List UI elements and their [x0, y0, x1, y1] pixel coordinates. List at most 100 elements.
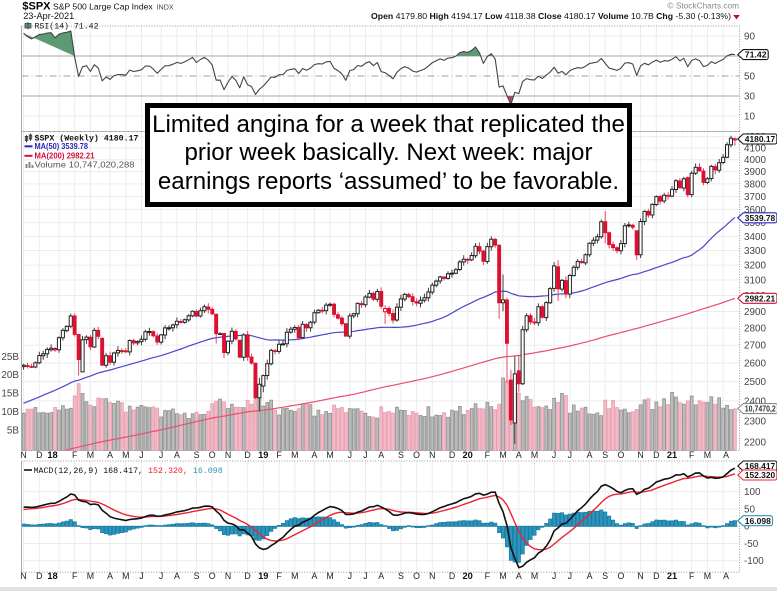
- svg-text:100: 100: [744, 487, 761, 498]
- svg-text:S: S: [398, 571, 404, 581]
- svg-text:F: F: [276, 450, 282, 460]
- svg-text:J: J: [139, 571, 143, 581]
- svg-text:O: O: [617, 571, 624, 581]
- svg-text:2300: 2300: [744, 416, 766, 427]
- svg-text:M: M: [531, 450, 538, 460]
- svg-text:4000: 4000: [744, 155, 766, 166]
- svg-text:N: N: [20, 571, 26, 581]
- svg-text:4100: 4100: [744, 143, 766, 154]
- svg-text:A: A: [311, 450, 317, 460]
- svg-text:A: A: [174, 571, 180, 581]
- svg-text:M: M: [531, 571, 538, 581]
- svg-text:2900: 2900: [744, 307, 766, 318]
- svg-text:N: N: [20, 450, 26, 460]
- svg-text:Volume 10,747,020,288: Volume 10,747,020,288: [35, 160, 135, 170]
- svg-text:0: 0: [744, 522, 750, 533]
- svg-text:-100: -100: [744, 556, 764, 567]
- svg-text:A: A: [587, 450, 593, 460]
- svg-text:A: A: [107, 571, 113, 581]
- svg-text:D: D: [449, 571, 455, 581]
- svg-text:$SPX (Weekly) 4180.17: $SPX (Weekly) 4180.17: [35, 134, 139, 144]
- svg-text:M: M: [704, 450, 711, 460]
- svg-text:D: D: [653, 571, 659, 581]
- svg-text:A: A: [378, 571, 384, 581]
- svg-text:3400: 3400: [744, 232, 766, 243]
- svg-text:71.42: 71.42: [745, 50, 767, 60]
- svg-text:A: A: [174, 450, 180, 460]
- svg-text:Open 4179.80 High 4194.17 Lo: Open 4179.80 High 4194.17 Low 4118.38 Cl…: [371, 11, 731, 21]
- svg-text:23-Apr-2021: 23-Apr-2021: [23, 11, 74, 21]
- svg-text:D: D: [36, 450, 42, 460]
- svg-text:3300: 3300: [744, 246, 766, 257]
- svg-text:2982.21: 2982.21: [745, 293, 776, 303]
- svg-text:J: J: [552, 571, 556, 581]
- svg-text:M: M: [704, 571, 711, 581]
- svg-text:30: 30: [744, 91, 755, 102]
- svg-text:S: S: [602, 571, 608, 581]
- svg-text:2600: 2600: [744, 359, 766, 370]
- svg-text:A: A: [723, 450, 729, 460]
- svg-text:18: 18: [47, 571, 57, 581]
- svg-text:F: F: [485, 571, 491, 581]
- svg-text:M: M: [291, 450, 298, 460]
- svg-text:N: N: [429, 571, 435, 581]
- svg-text:19: 19: [258, 450, 268, 460]
- svg-text:15B: 15B: [1, 389, 19, 400]
- svg-text:3200: 3200: [744, 261, 766, 272]
- svg-text:21: 21: [667, 571, 677, 581]
- svg-text:-50: -50: [744, 539, 759, 550]
- svg-text:3700: 3700: [744, 192, 766, 203]
- svg-text:MA(50) 3539.78: MA(50) 3539.78: [35, 142, 89, 151]
- svg-text:M: M: [122, 450, 129, 460]
- svg-text:D: D: [449, 450, 455, 460]
- svg-text:16.098: 16.098: [745, 516, 771, 526]
- svg-text:18: 18: [47, 450, 57, 460]
- svg-text:J: J: [363, 450, 367, 460]
- svg-text:N: N: [429, 450, 435, 460]
- svg-text:D: D: [36, 571, 42, 581]
- svg-text:D: D: [244, 571, 250, 581]
- svg-text:10B: 10B: [1, 407, 19, 418]
- svg-text:3900: 3900: [744, 167, 766, 178]
- svg-text:3500: 3500: [744, 218, 766, 229]
- svg-text:D: D: [653, 450, 659, 460]
- svg-text:N: N: [637, 571, 643, 581]
- svg-text:S: S: [194, 450, 200, 460]
- svg-text:3800: 3800: [744, 179, 766, 190]
- svg-text:J: J: [159, 450, 163, 460]
- svg-text:2200: 2200: [744, 437, 766, 448]
- svg-text:A: A: [516, 450, 522, 460]
- svg-text:F: F: [689, 571, 695, 581]
- svg-text:2700: 2700: [744, 341, 766, 352]
- svg-text:2400: 2400: [744, 396, 766, 407]
- svg-text:21: 21: [667, 450, 677, 460]
- svg-text:5B: 5B: [7, 425, 19, 436]
- svg-text:N: N: [225, 450, 231, 460]
- svg-text:J: J: [348, 571, 352, 581]
- svg-text:MA(200) 2982.21: MA(200) 2982.21: [35, 152, 95, 161]
- svg-text:RSI(14) 71.42: RSI(14) 71.42: [35, 21, 99, 31]
- svg-text:F: F: [276, 571, 282, 581]
- svg-text:INDX: INDX: [157, 3, 174, 12]
- svg-text:F: F: [72, 571, 78, 581]
- svg-text:M: M: [87, 571, 94, 581]
- svg-text:J: J: [568, 571, 572, 581]
- svg-text:M: M: [499, 571, 506, 581]
- svg-text:A: A: [378, 450, 384, 460]
- svg-text:A: A: [516, 571, 522, 581]
- svg-text:O: O: [413, 450, 420, 460]
- svg-text:J: J: [159, 571, 163, 581]
- svg-text:2500: 2500: [744, 377, 766, 388]
- svg-text:S: S: [194, 571, 200, 581]
- svg-text:A: A: [107, 450, 113, 460]
- svg-text:50: 50: [744, 504, 755, 515]
- svg-text:J: J: [348, 450, 352, 460]
- svg-text:3100: 3100: [744, 275, 766, 286]
- svg-text:50: 50: [744, 71, 755, 82]
- svg-text:3539.78: 3539.78: [745, 213, 776, 223]
- svg-text:20: 20: [463, 450, 473, 460]
- svg-text:168.417: 168.417: [745, 461, 776, 471]
- svg-text:3600: 3600: [744, 205, 766, 216]
- svg-text:D: D: [244, 450, 250, 460]
- svg-text:F: F: [72, 450, 78, 460]
